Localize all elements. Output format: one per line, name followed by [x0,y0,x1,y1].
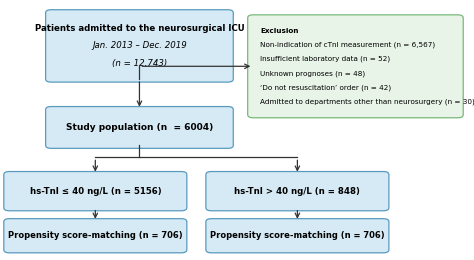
Text: Non-indication of cTnI measurement (n = 6,567): Non-indication of cTnI measurement (n = … [260,42,435,48]
Text: Jan. 2013 – Dec. 2019: Jan. 2013 – Dec. 2019 [92,41,187,50]
Text: (n = 12,743): (n = 12,743) [112,59,167,68]
FancyBboxPatch shape [206,219,389,253]
FancyBboxPatch shape [206,172,389,211]
Text: Unknown prognoses (n = 48): Unknown prognoses (n = 48) [260,70,365,77]
Text: Patients admitted to the neurosurgical ICU: Patients admitted to the neurosurgical I… [35,24,244,33]
Text: ‘Do not resuscitation’ order (n = 42): ‘Do not resuscitation’ order (n = 42) [260,84,392,91]
Text: Admitted to departments other than neurosurgery (n = 30): Admitted to departments other than neuro… [260,99,474,105]
FancyBboxPatch shape [46,10,233,82]
FancyBboxPatch shape [46,107,233,148]
Text: Study population (n  = 6004): Study population (n = 6004) [66,123,213,132]
Text: Propensity score-matching (n = 706): Propensity score-matching (n = 706) [8,231,182,240]
Text: Exclusion: Exclusion [260,28,299,34]
Text: hs-TnI > 40 ng/L (n = 848): hs-TnI > 40 ng/L (n = 848) [235,187,360,196]
Text: Propensity score-matching (n = 706): Propensity score-matching (n = 706) [210,231,385,240]
FancyBboxPatch shape [248,15,463,118]
Text: Insufficient laboratory data (n = 52): Insufficient laboratory data (n = 52) [260,56,391,62]
Text: hs-TnI ≤ 40 ng/L (n = 5156): hs-TnI ≤ 40 ng/L (n = 5156) [29,187,161,196]
FancyBboxPatch shape [4,219,187,253]
FancyBboxPatch shape [4,172,187,211]
